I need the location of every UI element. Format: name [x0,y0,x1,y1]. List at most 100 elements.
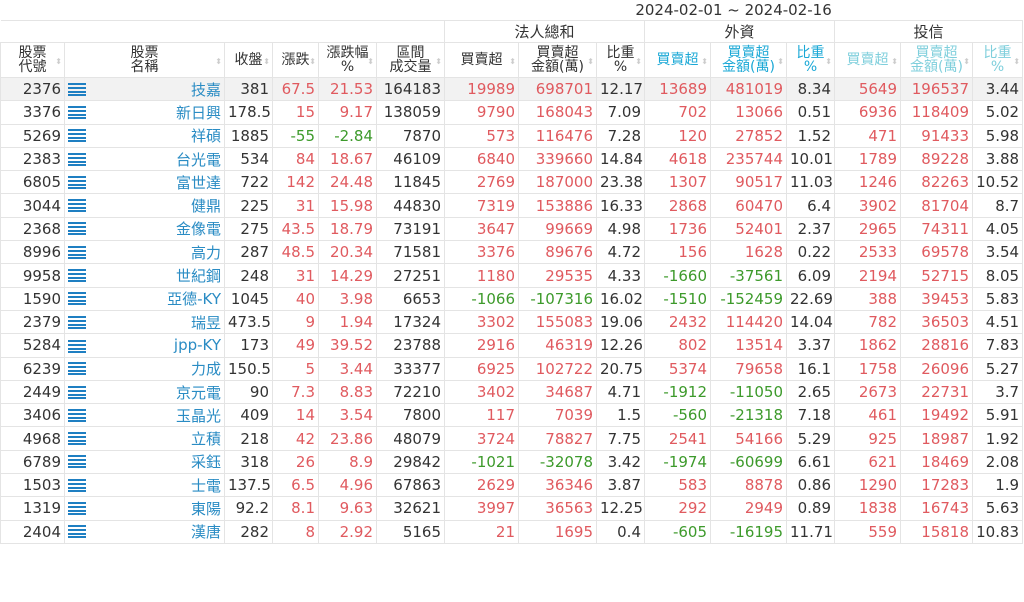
stock-name[interactable]: 富世達 [64,170,225,195]
column-header[interactable]: 買賣超 ⬍ [444,42,519,78]
list-icon[interactable] [68,152,86,166]
stock-name[interactable]: 祥碩 [64,123,225,148]
table-row[interactable]: 4968 立積 218 42 23.86 48079 3724 78827 7.75 2541 54… [0,426,1024,451]
table-row[interactable]: 9958 世紀鋼 248 31 14.29 27251 1180 29535 4.33 -1660… [0,263,1024,288]
sort-icon[interactable]: ⬍ [215,57,222,66]
stock-name-link[interactable]: 力成 [190,360,221,379]
stock-name[interactable]: 采鈺 [64,449,225,475]
column-header[interactable]: 買賣超 金額(萬) ⬍ [518,42,597,78]
column-header[interactable]: 比重 % ⬍ [596,42,645,78]
stock-name[interactable]: 健鼎 [64,193,225,218]
sort-icon[interactable]: ⬍ [825,57,832,66]
list-icon[interactable] [68,105,86,119]
column-header[interactable]: 買賣超 ⬍ [644,42,711,78]
column-header[interactable]: 股票 代號 ⬍ [0,42,65,78]
table-row[interactable]: 2368 金像電 275 43.5 18.79 73191 3647 99669 4.98 173… [0,216,1024,242]
column-header[interactable]: 買賣超 金額(萬) ⬍ [710,42,787,78]
list-icon[interactable] [68,175,86,189]
sort-icon[interactable]: ⬍ [963,57,970,66]
list-icon[interactable] [68,292,86,306]
sort-icon[interactable]: ⬍ [309,57,316,66]
column-header[interactable]: 漲跌幅 % ⬍ [318,42,377,78]
stock-name[interactable]: jpp-KY [64,333,225,358]
list-icon[interactable] [68,199,86,213]
stock-name[interactable]: 新日興 [64,100,225,125]
table-row[interactable]: 2383 台光電 534 84 18.67 46109 6840 339660 14.84 461… [0,146,1024,172]
stock-name[interactable]: 金像電 [64,216,225,242]
list-icon[interactable] [68,432,86,446]
sort-icon[interactable]: ⬍ [635,57,642,66]
list-icon[interactable] [68,478,86,492]
list-icon[interactable] [68,222,86,236]
stock-name-link[interactable]: 健鼎 [190,197,221,216]
sort-icon[interactable]: ⬍ [891,57,898,66]
table-row[interactable]: 3406 玉晶光 409 14 3.54 7800 117 7039 1.5 -560 -21318… [0,403,1024,428]
stock-name-link[interactable]: 高力 [190,243,221,262]
list-icon[interactable] [68,501,86,515]
stock-name-link[interactable]: 瑞昱 [190,313,221,332]
list-icon[interactable] [68,129,86,143]
column-header[interactable]: 股票 名稱 ⬍ [64,42,225,78]
column-header[interactable]: 比重 % ⬍ [786,42,835,78]
stock-name[interactable]: 立積 [64,426,225,451]
table-row[interactable]: 1590 亞德-KY 1045 40 3.98 6653 -1066 -107316 16.02… [0,286,1024,311]
stock-name-link[interactable]: 新日興 [175,103,221,122]
stock-name-link[interactable]: 采鈺 [190,453,221,472]
table-row[interactable]: 3044 健鼎 225 31 15.98 44830 7319 153886 16.33 2868… [0,193,1024,218]
column-header[interactable]: 買賣超 ⬍ [834,42,901,78]
stock-name-link[interactable]: jpp-KY [173,336,221,355]
stock-name-link[interactable]: 玉晶光 [175,406,221,425]
table-row[interactable]: 2379 瑞昱 473.5 9 1.94 17324 3302 155083 19.06 2432… [0,309,1024,335]
list-icon[interactable] [68,362,86,376]
sort-icon[interactable]: ⬍ [263,57,270,66]
stock-name-link[interactable]: 京元電 [175,383,221,402]
stock-name-link[interactable]: 金像電 [175,220,221,239]
stock-name-link[interactable]: 台光電 [175,150,221,169]
stock-name-link[interactable]: 亞德-KY [167,290,221,309]
table-row[interactable]: 2449 京元電 90 7.3 8.83 72210 3402 34687 4.71 -1912-… [0,379,1024,405]
sort-icon[interactable]: ⬍ [1013,57,1021,66]
list-icon[interactable] [68,315,86,329]
column-header[interactable]: 買賣超 金額(萬) ⬍ [900,42,973,78]
stock-name[interactable]: 漢唐 [64,519,225,544]
list-icon[interactable] [68,340,86,354]
list-icon[interactable] [68,525,86,539]
column-header[interactable]: 漲跌 ⬍ [272,42,319,78]
sort-icon[interactable]: ⬍ [701,57,708,66]
column-header[interactable]: 區間 成交量 ⬍ [376,42,445,78]
stock-name-link[interactable]: 富世達 [175,173,221,192]
stock-name[interactable]: 亞德-KY [64,286,225,311]
stock-name[interactable]: 京元電 [64,379,225,405]
table-row[interactable]: 2404 漢唐 282 8 2.92 5165 21 1695 0.4 -605 -16195 11.… [0,519,1024,544]
sort-icon[interactable]: ⬍ [777,57,784,66]
stock-name[interactable]: 世紀鋼 [64,263,225,288]
column-header[interactable]: 收盤 ⬍ [224,42,273,78]
list-icon[interactable] [68,455,86,469]
stock-name[interactable]: 台光電 [64,146,225,172]
stock-name[interactable]: 東陽 [64,496,225,521]
sort-icon[interactable]: ⬍ [55,57,62,66]
sort-icon[interactable]: ⬍ [367,57,374,66]
list-icon[interactable] [68,245,86,259]
stock-name[interactable]: 瑞昱 [64,309,225,335]
stock-name[interactable]: 力成 [64,356,225,381]
stock-name[interactable]: 高力 [64,240,225,265]
table-row[interactable]: 8996 高力 287 48.5 20.34 71581 3376 89676 4.72 156 1… [0,240,1024,265]
stock-name[interactable]: 玉晶光 [64,403,225,428]
table-row[interactable]: 1319 東陽 92.2 8.1 9.63 32621 3997 36563 12.25 292 2… [0,496,1024,521]
table-row[interactable]: 3376 新日興 178.5 15 9.17 138059 9790 168043 7.09 70… [0,100,1024,125]
stock-name-link[interactable]: 立積 [190,430,221,449]
stock-name-link[interactable]: 士電 [190,476,221,495]
table-row[interactable]: 6805 富世達 722 142 24.48 11845 2769 187000 23.38 13… [0,170,1024,195]
column-header[interactable]: 比重 % ⬍ [971,42,1024,78]
stock-name-link[interactable]: 技嘉 [190,80,221,99]
stock-name[interactable]: 士電 [64,473,225,498]
sort-icon[interactable]: ⬍ [509,57,516,66]
sort-icon[interactable]: ⬍ [435,57,442,66]
stock-name-link[interactable]: 東陽 [190,499,221,518]
table-row[interactable]: 2376 技嘉 381 67.5 21.53 164183 19989 698701 12.17… [0,76,1024,102]
list-icon[interactable] [68,269,86,283]
stock-name[interactable]: 技嘉 [64,76,225,102]
table-row[interactable]: 5269 祥碩 1885 -55 -2.84 7870 573 116476 7.28 120 27… [0,123,1024,148]
list-icon[interactable] [68,82,86,96]
